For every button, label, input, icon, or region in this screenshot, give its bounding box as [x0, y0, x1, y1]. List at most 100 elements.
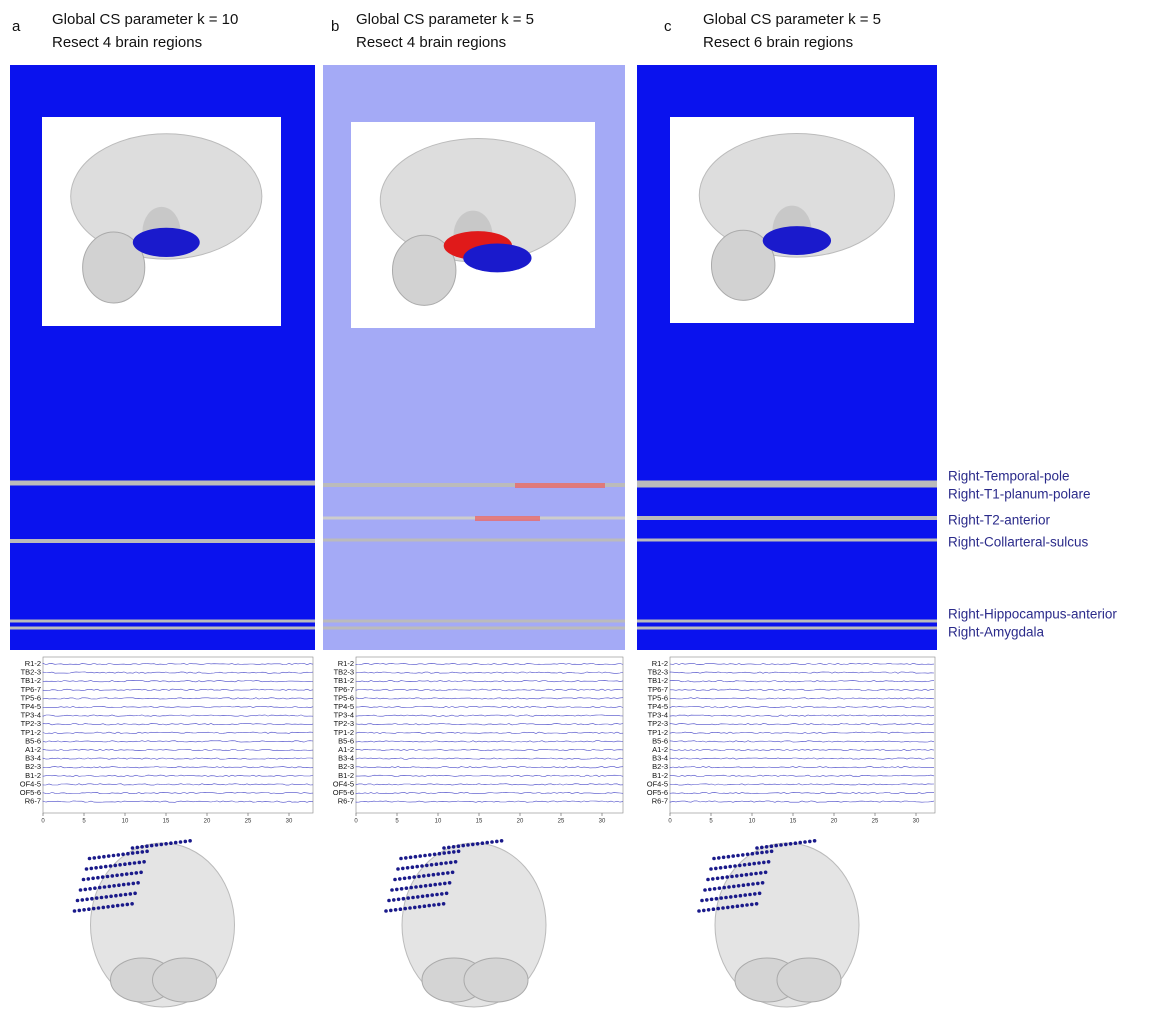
- electrode: [793, 841, 798, 845]
- electrode: [403, 906, 408, 911]
- eeg-trace: [355, 680, 624, 683]
- electrode: [744, 872, 749, 877]
- electrode: [139, 870, 143, 875]
- eeg-trace: [355, 783, 624, 786]
- electrode: [113, 863, 118, 868]
- x-tick-label: 0: [41, 819, 45, 825]
- electrode: [738, 893, 743, 898]
- electrode: [708, 887, 712, 892]
- electrode: [423, 853, 427, 858]
- cerebellum-axial: [776, 957, 842, 1003]
- electrode: [812, 839, 817, 843]
- electrode: [471, 842, 475, 847]
- stripe: [637, 480, 937, 488]
- electrode: [746, 882, 750, 887]
- region: [463, 243, 532, 273]
- panel-letter: b: [331, 18, 339, 35]
- electrode: [736, 853, 740, 858]
- electrode: [121, 852, 125, 857]
- electrode: [748, 892, 752, 897]
- region-label: Right-Amygdala: [948, 625, 1045, 640]
- electrode: [99, 895, 104, 900]
- electrode: [422, 874, 426, 878]
- channel-label: B1-2: [338, 771, 354, 780]
- region: [762, 226, 832, 256]
- electrode: [447, 881, 452, 885]
- electrode: [129, 871, 134, 876]
- eeg-trace: [669, 705, 935, 709]
- electrode: [75, 898, 80, 903]
- channel-label: A1-2: [338, 745, 354, 754]
- electrode: [118, 863, 122, 867]
- electrode: [101, 905, 106, 910]
- electrode: [441, 902, 446, 906]
- electrode: [717, 886, 722, 890]
- electrode: [115, 903, 120, 908]
- electrode: [730, 874, 734, 879]
- channel-label: TP2-3: [334, 719, 354, 728]
- panel-title: Global CS parameter k = 5: [703, 11, 881, 28]
- stripe: [10, 626, 315, 630]
- electrode: [86, 877, 91, 881]
- channel-label: TB2-3: [648, 668, 668, 677]
- electrode: [434, 862, 439, 866]
- electrode: [393, 877, 397, 882]
- activity: [475, 516, 540, 521]
- x-tick-label: 30: [286, 819, 293, 825]
- electrode: [719, 896, 723, 900]
- channel-label: TP5-6: [648, 693, 668, 702]
- electrode: [399, 887, 404, 891]
- electrode: [718, 866, 723, 870]
- electrode: [425, 893, 430, 898]
- electrode: [83, 887, 88, 892]
- channel-label: A1-2: [652, 745, 668, 754]
- eeg-trace: [669, 697, 935, 700]
- eeg-trace: [669, 714, 935, 717]
- electrode: [751, 882, 755, 886]
- electrode: [408, 855, 413, 860]
- electrode: [735, 874, 739, 878]
- electrode: [145, 844, 149, 848]
- eeg-trace: [669, 731, 935, 734]
- electrode: [412, 875, 417, 879]
- electrode: [769, 849, 774, 854]
- channel-label: TB2-3: [21, 668, 41, 677]
- electrode: [430, 893, 435, 897]
- electrode: [393, 908, 398, 912]
- electrode: [444, 891, 449, 896]
- eeg-trace: [355, 748, 624, 752]
- electrode: [128, 892, 133, 896]
- electrode: [444, 861, 448, 865]
- electrode: [131, 881, 136, 886]
- electrode: [398, 877, 402, 881]
- channel-label: TB1-2: [21, 676, 41, 685]
- electrode: [140, 845, 144, 849]
- x-tick-label: 20: [517, 819, 524, 825]
- eeg-trace: [355, 714, 624, 717]
- electrode: [442, 846, 446, 850]
- electrode: [389, 908, 393, 913]
- x-tick-label: 15: [163, 819, 170, 825]
- channel-label: TP4-5: [21, 702, 41, 711]
- region-label: Right-T1-planum-polare: [948, 487, 1091, 502]
- electrode: [439, 861, 444, 866]
- electrode: [760, 881, 765, 885]
- x-tick-label: 5: [395, 819, 399, 825]
- electrode: [395, 887, 399, 892]
- electrode: [112, 884, 116, 888]
- electrode: [135, 845, 140, 850]
- stripe: [323, 516, 625, 520]
- channel-label: R6-7: [338, 797, 354, 806]
- stripe: [637, 538, 937, 542]
- electrode: [740, 903, 744, 908]
- electrode: [169, 841, 173, 845]
- electrode: [94, 896, 99, 900]
- eeg-trace: [355, 731, 624, 734]
- trace-frame: [355, 656, 624, 814]
- eeg-trace: [355, 766, 624, 769]
- electrode: [91, 876, 95, 881]
- electrode: [711, 907, 716, 911]
- electrode: [764, 845, 769, 849]
- electrode: [72, 909, 77, 913]
- electrode: [124, 872, 129, 876]
